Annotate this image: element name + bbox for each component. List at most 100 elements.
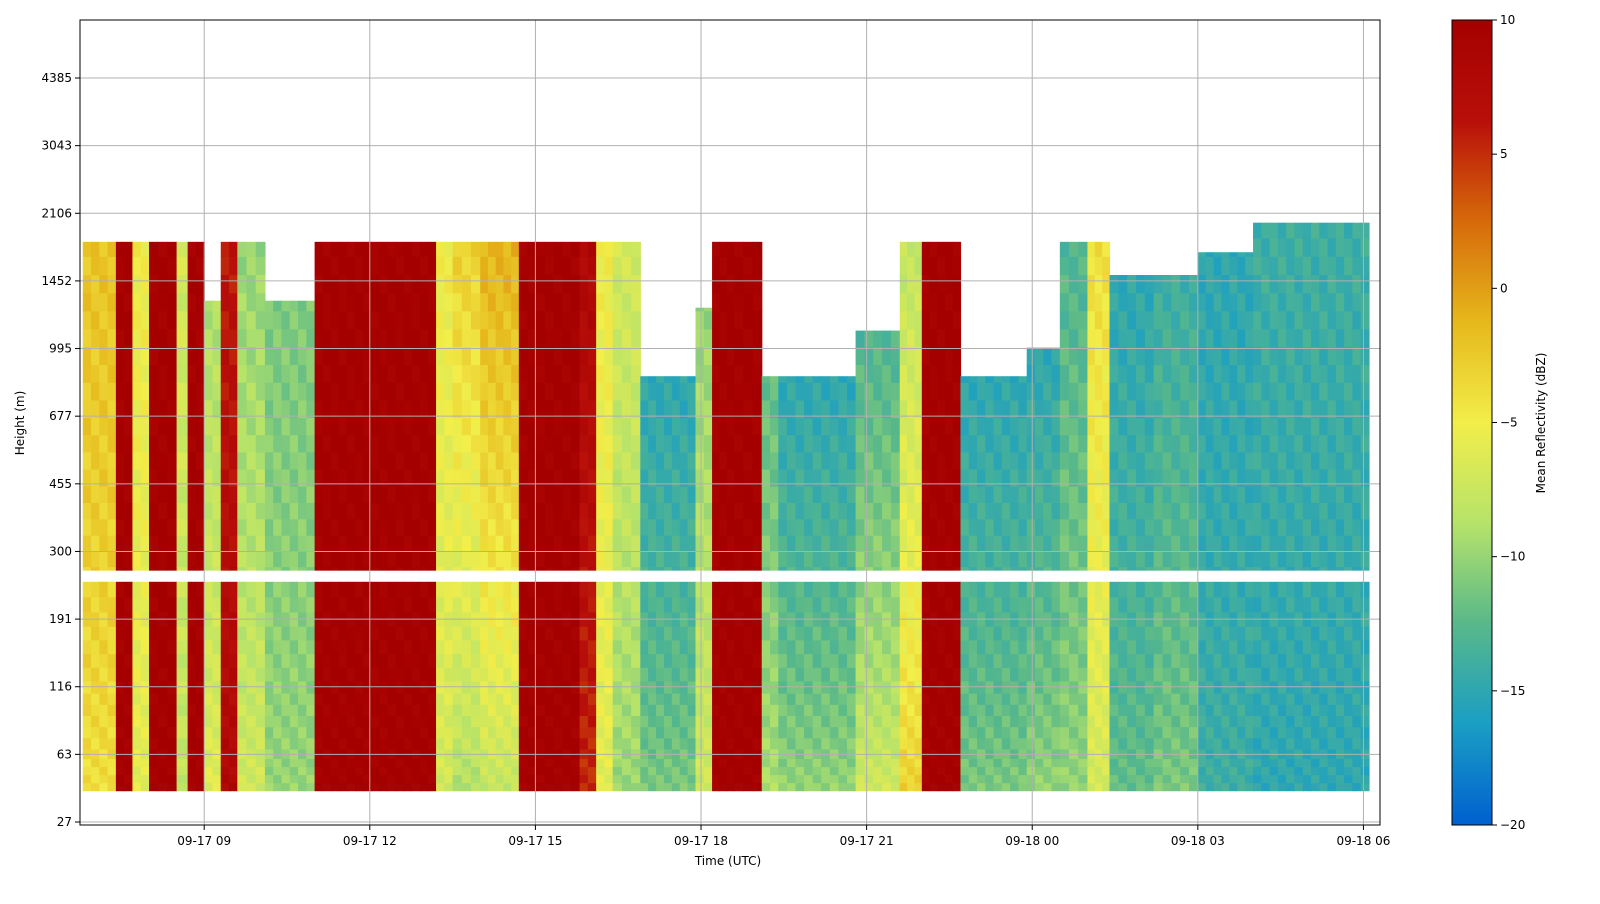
heatmap-cell: [298, 417, 307, 436]
heatmap-cell: [726, 667, 735, 682]
heatmap-cell: [149, 518, 159, 536]
heatmap-cell: [1162, 766, 1172, 776]
heatmap-cell: [761, 782, 771, 792]
heatmap-cell: [977, 653, 986, 668]
heatmap-cell: [255, 566, 266, 571]
heatmap-cell: [838, 704, 848, 716]
heatmap-cell: [461, 399, 472, 419]
heatmap-cell: [363, 737, 372, 750]
heatmap-cell: [929, 346, 938, 366]
heatmap-cell: [847, 680, 857, 694]
heatmap-cell: [419, 399, 429, 419]
heatmap-cell: [937, 292, 946, 312]
heatmap-cell: [140, 346, 150, 366]
heatmap-cell: [977, 451, 986, 470]
heatmap-cell: [289, 434, 299, 453]
heatmap-cell: [544, 468, 555, 487]
heatmap-cell: [734, 241, 744, 257]
heatmap-cell: [631, 596, 641, 613]
heatmap-cell: [734, 399, 744, 419]
heatmap-cell: [743, 451, 754, 470]
heatmap-cell: [544, 551, 555, 568]
heatmap-cell: [246, 417, 257, 436]
heatmap-cell: [838, 680, 848, 694]
heatmap-cell: [587, 310, 597, 330]
heatmap-cell: [1136, 382, 1146, 401]
heatmap-cell: [1087, 680, 1096, 694]
heatmap-cell: [1102, 704, 1111, 716]
heatmap-cell: [246, 704, 257, 716]
heatmap-cell: [1051, 680, 1061, 694]
heatmap-cell: [631, 292, 641, 312]
heatmap-cell: [671, 535, 681, 553]
heatmap-cell: [604, 693, 614, 705]
heatmap-cell: [604, 399, 614, 419]
heatmap-cell: [1180, 535, 1190, 553]
heatmap-cell: [176, 766, 189, 776]
heatmap-cell: [487, 626, 497, 641]
heatmap-cell: [1136, 566, 1146, 571]
heatmap-cell: [444, 566, 454, 571]
heatmap-cell: [436, 274, 445, 294]
heatmap-cell: [363, 693, 372, 705]
heatmap-cell: [511, 667, 520, 682]
heatmap-cell: [246, 292, 257, 312]
heatmap-cell: [1189, 566, 1199, 571]
heatmap-cell: [289, 346, 299, 366]
heatmap-cell: [1078, 726, 1089, 739]
heatmap-cell: [929, 551, 938, 568]
heatmap-cell: [612, 766, 623, 776]
heatmap-cell: [656, 774, 665, 784]
heatmap-cell: [648, 417, 657, 436]
heatmap-cell: [752, 667, 763, 682]
heatmap-cell: [663, 502, 673, 520]
heatmap-cell: [371, 596, 380, 613]
heatmap-cell: [786, 726, 797, 739]
heatmap-cell: [363, 581, 372, 598]
heatmap-cell: [1087, 241, 1096, 257]
heatmap-cell: [587, 346, 597, 366]
heatmap-cell: [1087, 364, 1096, 383]
heatmap-cell: [847, 486, 857, 503]
heatmap-cell: [158, 468, 168, 487]
heatmap-cell: [579, 737, 589, 750]
heatmap-cell: [518, 758, 529, 768]
heatmap-cell: [149, 693, 159, 705]
heatmap-cell: [1171, 766, 1181, 776]
heatmap-cell: [1094, 256, 1103, 276]
heatmap-cell: [82, 680, 92, 694]
heatmap-cell: [503, 486, 512, 503]
heatmap-cell: [187, 328, 197, 348]
heatmap-cell: [873, 486, 883, 503]
heatmap-cell: [985, 468, 995, 487]
heatmap-cell: [82, 486, 92, 503]
heatmap-cell: [246, 693, 257, 705]
heatmap-cell: [743, 704, 754, 716]
heatmap-cell: [427, 434, 437, 453]
heatmap-cell: [99, 328, 109, 348]
heatmap-cell: [1213, 382, 1223, 401]
heatmap-cell: [527, 639, 537, 655]
heatmap-cell: [945, 292, 954, 312]
heatmap-cell: [786, 518, 797, 536]
heatmap-cell: [212, 364, 222, 383]
heatmap-cell: [1237, 535, 1246, 553]
heatmap-cell: [264, 486, 274, 503]
heatmap-cell: [212, 310, 222, 330]
heatmap-cell: [812, 535, 822, 553]
heatmap-cell: [914, 256, 923, 276]
heatmap-cell: [427, 256, 437, 276]
heatmap-cell: [663, 680, 673, 694]
heatmap-cell: [752, 774, 763, 784]
heatmap-cell: [621, 758, 632, 768]
heatmap-cell: [1197, 310, 1207, 330]
heatmap-cell: [518, 346, 529, 366]
heatmap-cell: [371, 274, 380, 294]
heatmap-cell: [395, 274, 405, 294]
heatmap-cell: [1043, 596, 1053, 613]
heatmap-cell: [518, 782, 529, 792]
heatmap-cell: [1127, 581, 1137, 598]
heatmap-cell: [663, 581, 673, 598]
heatmap-cell: [553, 639, 563, 655]
heatmap-cell: [640, 518, 649, 536]
